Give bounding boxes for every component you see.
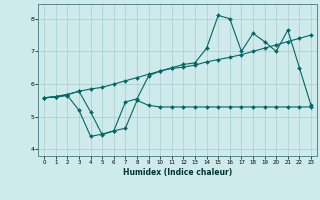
X-axis label: Humidex (Indice chaleur): Humidex (Indice chaleur) <box>123 168 232 177</box>
